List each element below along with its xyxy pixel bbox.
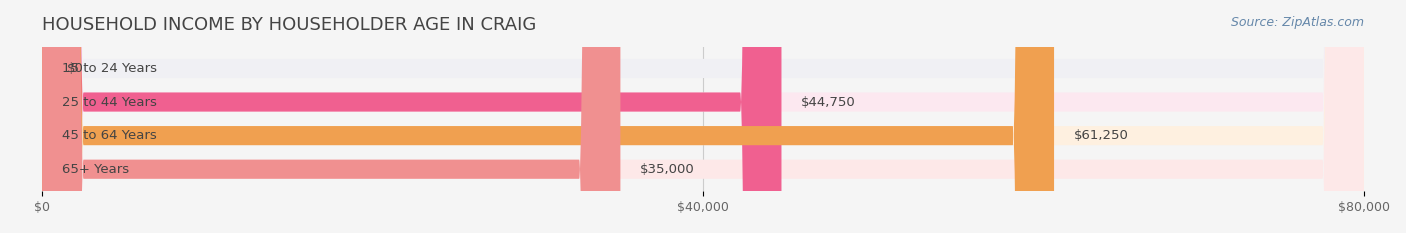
Text: 65+ Years: 65+ Years bbox=[62, 163, 129, 176]
Text: 25 to 44 Years: 25 to 44 Years bbox=[62, 96, 157, 109]
FancyBboxPatch shape bbox=[42, 0, 1364, 233]
Text: 45 to 64 Years: 45 to 64 Years bbox=[62, 129, 156, 142]
FancyBboxPatch shape bbox=[42, 0, 620, 233]
Text: $44,750: $44,750 bbox=[801, 96, 856, 109]
FancyBboxPatch shape bbox=[42, 0, 1364, 233]
FancyBboxPatch shape bbox=[42, 0, 1054, 233]
Text: $35,000: $35,000 bbox=[640, 163, 695, 176]
Text: HOUSEHOLD INCOME BY HOUSEHOLDER AGE IN CRAIG: HOUSEHOLD INCOME BY HOUSEHOLDER AGE IN C… bbox=[42, 16, 537, 34]
Text: $61,250: $61,250 bbox=[1074, 129, 1129, 142]
Text: 15 to 24 Years: 15 to 24 Years bbox=[62, 62, 157, 75]
FancyBboxPatch shape bbox=[42, 0, 1364, 233]
Text: $0: $0 bbox=[67, 62, 84, 75]
FancyBboxPatch shape bbox=[42, 0, 782, 233]
FancyBboxPatch shape bbox=[42, 0, 1364, 233]
Text: Source: ZipAtlas.com: Source: ZipAtlas.com bbox=[1230, 16, 1364, 29]
